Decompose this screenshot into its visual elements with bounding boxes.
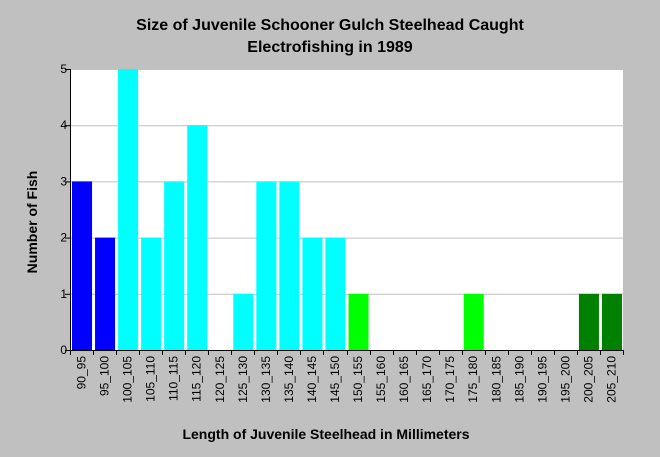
y-tick-label-2: 2	[60, 231, 67, 245]
y-tick-label-4: 4	[60, 118, 67, 132]
x-tick-label-140_145: 140_145	[305, 356, 319, 403]
x-tick-label-200_205: 200_205	[581, 356, 595, 403]
bar-105_110	[141, 237, 162, 350]
x-tick-label-145_150: 145_150	[328, 356, 342, 403]
bar-100_105	[118, 69, 139, 350]
bar-110_115	[164, 181, 185, 350]
x-tick-label-95_100: 95_100	[98, 356, 112, 396]
x-tick-label-115_120: 115_120	[190, 356, 204, 402]
x-tick-labels: 90_95 95_100 100_105 105_110 110_115 115_120 1…	[75, 356, 619, 403]
axes	[65, 69, 624, 355]
x-tick-label-105_110: 105_110	[144, 356, 158, 402]
x-tick-label-135_140: 135_140	[282, 356, 296, 403]
bar-90_95	[72, 181, 93, 350]
gridlines	[70, 69, 623, 295]
bar-150_155	[348, 293, 369, 350]
x-tick-label-100_105: 100_105	[121, 356, 135, 403]
bar-130_135	[256, 181, 277, 350]
x-tick-label-185_190: 185_190	[512, 356, 526, 403]
bar-95_100	[95, 237, 116, 350]
x-tick-label-190_195: 190_195	[535, 356, 549, 403]
bar-145_150	[325, 237, 346, 350]
bar-115_120	[187, 125, 208, 350]
x-tick-label-205_210: 205_210	[604, 356, 618, 403]
x-tick-label-170_175: 170_175	[443, 356, 457, 403]
x-tick-label-155_160: 155_160	[374, 356, 388, 403]
chart-title: Size of Juvenile Schooner Gulch Steelhea…	[136, 17, 524, 34]
y-tick-label-5: 5	[60, 62, 67, 76]
bar-135_140	[279, 181, 300, 350]
x-tick-label-165_170: 165_170	[420, 356, 434, 403]
x-tick-label-195_200: 195_200	[558, 356, 572, 403]
chart-subtitle: Electrofishing in 1989	[247, 39, 412, 56]
y-tick-label-1: 1	[60, 287, 67, 301]
x-tick-label-120_125: 120_125	[213, 356, 227, 403]
x-tick-label-130_135: 130_135	[259, 356, 273, 403]
bar-125_130	[233, 293, 254, 350]
plot-area	[70, 69, 623, 350]
x-tick-label-110_115: 110_115	[167, 356, 181, 401]
bar-175_180	[463, 293, 484, 350]
y-tick-labels: 0 1 2 3 4 5	[60, 62, 67, 357]
x-tick-label-90_95: 90_95	[75, 356, 89, 390]
bar-140_145	[302, 237, 323, 350]
bar-200_205	[578, 293, 599, 350]
x-tick-label-150_155: 150_155	[351, 356, 365, 403]
y-tick-label-0: 0	[60, 343, 67, 357]
x-axis-title: Length of Juvenile Steelhead in Millimet…	[182, 426, 469, 442]
y-axis-title: Number of Fish	[24, 171, 40, 274]
bars	[72, 69, 622, 350]
x-tick-label-160_165: 160_165	[397, 356, 411, 403]
x-tick-label-125_130: 125_130	[236, 356, 250, 403]
x-tick-label-175_180: 175_180	[466, 356, 480, 403]
x-tick-label-180_185: 180_185	[489, 356, 503, 403]
bar-205_210	[601, 293, 622, 350]
y-tick-label-3: 3	[60, 174, 67, 188]
